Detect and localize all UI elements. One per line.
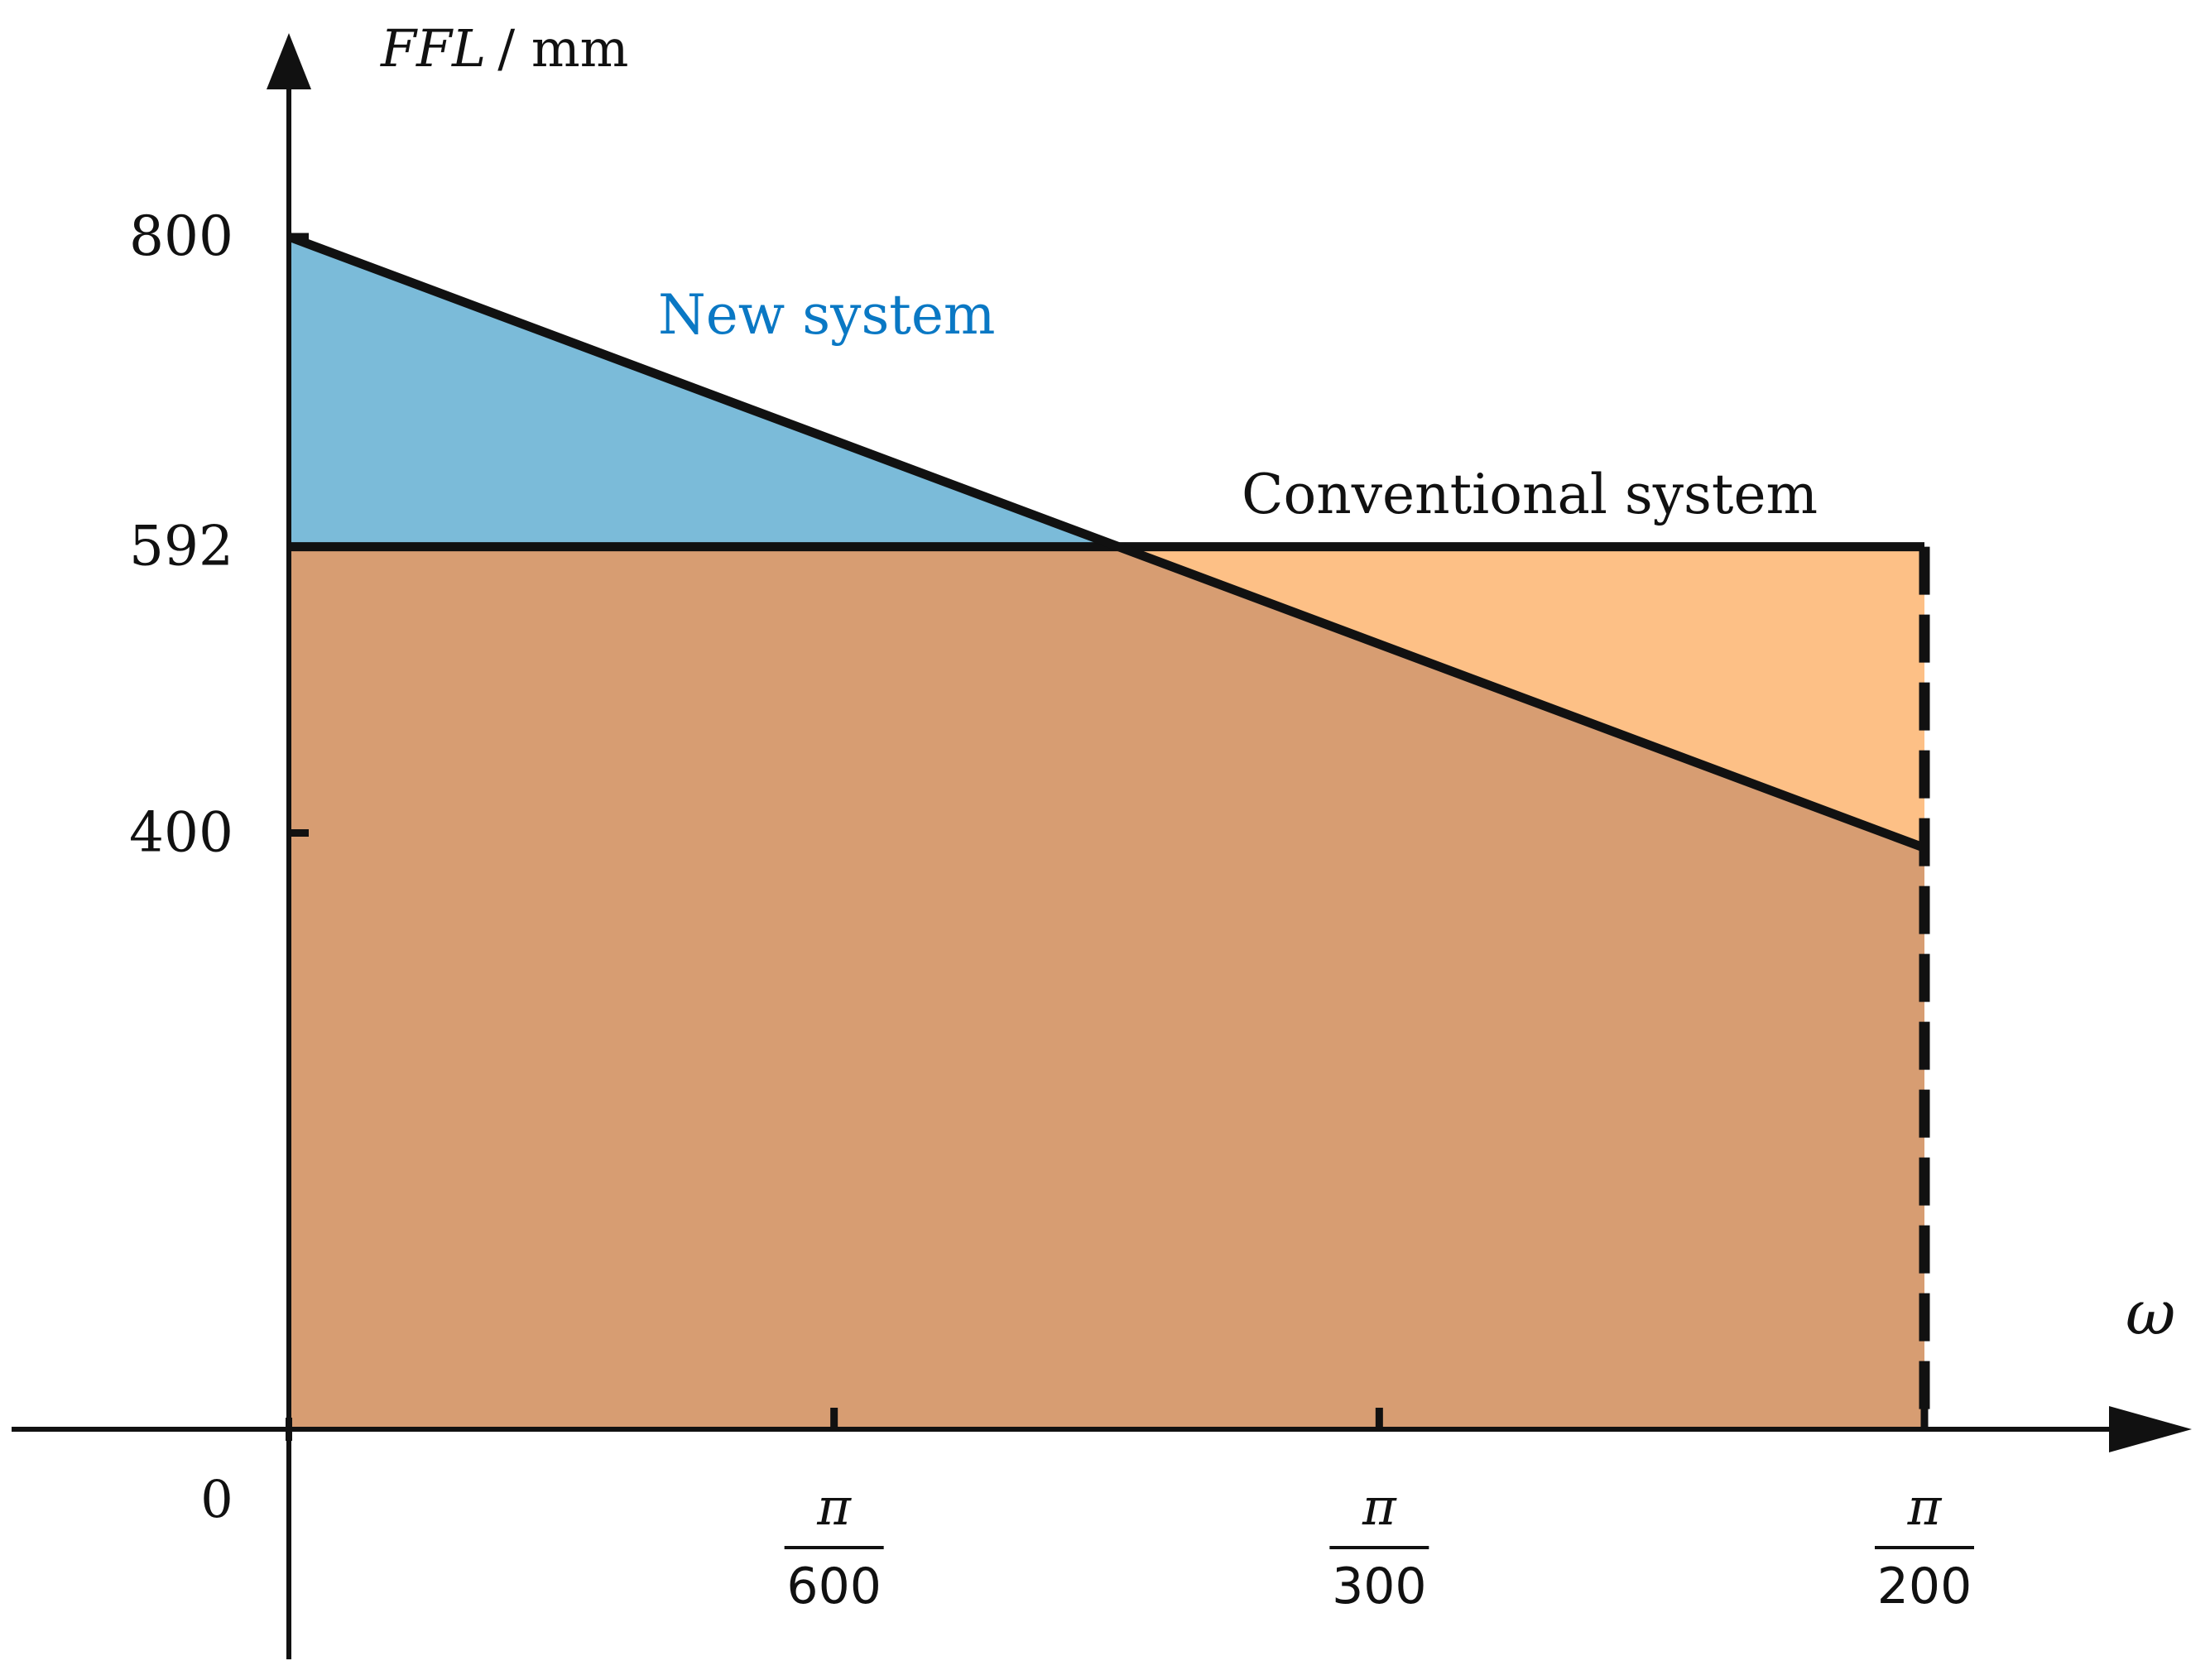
new-system-line [287, 232, 1926, 852]
y-tick-label-2: 400 [129, 801, 233, 865]
x-axis-arrow [2109, 1406, 2192, 1452]
x-tick-denominator-2: 200 [1877, 1558, 1972, 1615]
x-tick-numerator-2: π [1907, 1476, 1943, 1537]
x-tick-denominator-1: 300 [1332, 1558, 1427, 1615]
x-origin-label: 0 [200, 1469, 233, 1529]
x-axis-title: ω [2126, 1278, 2175, 1349]
y-axis-title: FFL / mm [380, 18, 628, 79]
conventional-system-label: Conventional system [1242, 463, 1818, 526]
x-tick-denominator-0: 600 [786, 1558, 882, 1615]
y-tick-label-0: 800 [129, 204, 233, 268]
overlap-area [289, 546, 1924, 1430]
x-tick-numerator-0: π [816, 1476, 852, 1537]
y-tick-label-1: 592 [129, 515, 233, 578]
x-tick-numerator-1: π [1362, 1476, 1397, 1537]
y-axis-arrow [267, 33, 311, 89]
new-system-label: New system [658, 283, 995, 347]
